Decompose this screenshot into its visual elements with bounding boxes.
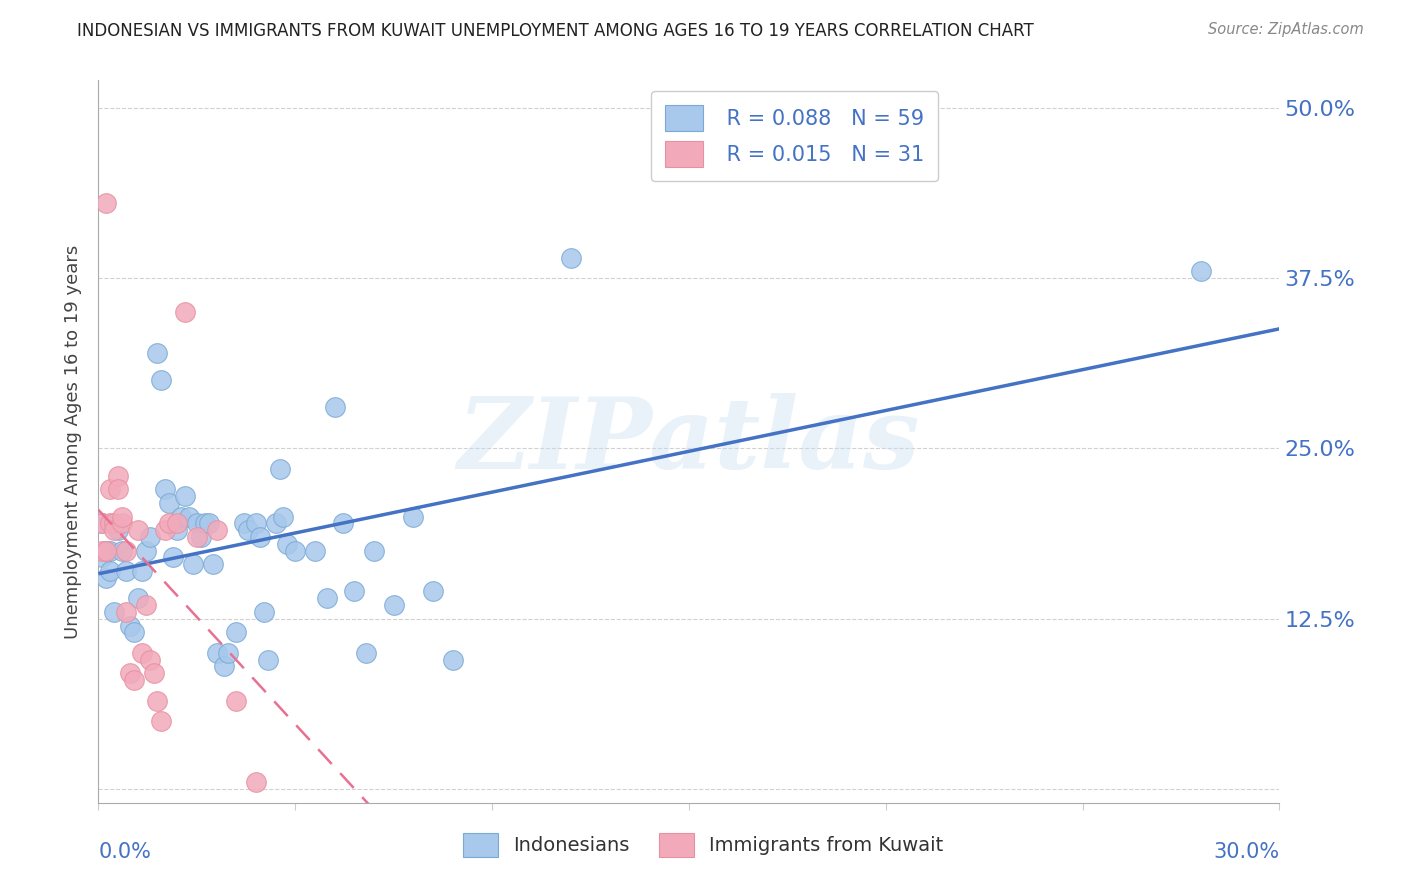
Point bbox=[402, 509, 425, 524]
Point bbox=[166, 523, 188, 537]
Point bbox=[273, 509, 295, 524]
Point bbox=[103, 516, 125, 531]
Point bbox=[245, 775, 267, 789]
Point bbox=[304, 543, 326, 558]
Point bbox=[111, 509, 134, 524]
Point bbox=[256, 653, 278, 667]
Point bbox=[197, 516, 219, 531]
Point bbox=[115, 605, 138, 619]
Text: 30.0%: 30.0% bbox=[1213, 842, 1279, 862]
Point bbox=[245, 516, 267, 531]
Point bbox=[186, 530, 208, 544]
Point bbox=[217, 646, 239, 660]
Point bbox=[98, 516, 121, 531]
Point bbox=[422, 584, 444, 599]
Point bbox=[150, 714, 173, 728]
Point bbox=[111, 543, 134, 558]
Point bbox=[135, 598, 157, 612]
Point bbox=[236, 523, 259, 537]
Point bbox=[107, 468, 129, 483]
Point bbox=[98, 543, 121, 558]
Point bbox=[181, 558, 204, 572]
Point bbox=[225, 693, 247, 707]
Point bbox=[98, 564, 121, 578]
Point bbox=[363, 543, 385, 558]
Point bbox=[146, 693, 169, 707]
Point bbox=[122, 673, 145, 687]
Point bbox=[166, 516, 188, 531]
Point bbox=[138, 530, 160, 544]
Point bbox=[107, 482, 129, 496]
Point bbox=[146, 346, 169, 360]
Point bbox=[131, 646, 153, 660]
Point bbox=[269, 462, 291, 476]
Point bbox=[162, 550, 184, 565]
Point bbox=[186, 516, 208, 531]
Point bbox=[98, 482, 121, 496]
Legend:  R = 0.088   N = 59,  R = 0.015   N = 31: R = 0.088 N = 59, R = 0.015 N = 31 bbox=[651, 91, 938, 181]
Point bbox=[115, 543, 138, 558]
Point bbox=[315, 591, 337, 606]
Y-axis label: Unemployment Among Ages 16 to 19 years: Unemployment Among Ages 16 to 19 years bbox=[63, 244, 82, 639]
Point bbox=[249, 530, 271, 544]
Point bbox=[332, 516, 354, 531]
Point bbox=[1189, 264, 1212, 278]
Point bbox=[96, 543, 118, 558]
Point bbox=[138, 653, 160, 667]
Point bbox=[177, 509, 200, 524]
Point bbox=[225, 625, 247, 640]
Point bbox=[205, 646, 228, 660]
Point bbox=[157, 516, 180, 531]
Point bbox=[276, 537, 298, 551]
Point bbox=[194, 516, 217, 531]
Point bbox=[127, 591, 149, 606]
Point bbox=[91, 516, 114, 531]
Point bbox=[91, 543, 114, 558]
Point bbox=[174, 305, 197, 319]
Point bbox=[157, 496, 180, 510]
Point bbox=[135, 543, 157, 558]
Point bbox=[111, 516, 134, 531]
Point bbox=[115, 564, 138, 578]
Point bbox=[150, 373, 173, 387]
Text: INDONESIAN VS IMMIGRANTS FROM KUWAIT UNEMPLOYMENT AMONG AGES 16 TO 19 YEARS CORR: INDONESIAN VS IMMIGRANTS FROM KUWAIT UNE… bbox=[77, 22, 1033, 40]
Point bbox=[354, 646, 377, 660]
Point bbox=[170, 509, 193, 524]
Text: 0.0%: 0.0% bbox=[98, 842, 152, 862]
Point bbox=[343, 584, 366, 599]
Point bbox=[103, 605, 125, 619]
Point bbox=[91, 550, 114, 565]
Point bbox=[91, 516, 114, 531]
Point bbox=[96, 543, 118, 558]
Point bbox=[96, 196, 118, 211]
Point bbox=[323, 401, 346, 415]
Point bbox=[284, 543, 307, 558]
Point bbox=[131, 564, 153, 578]
Legend: Indonesians, Immigrants from Kuwait: Indonesians, Immigrants from Kuwait bbox=[454, 825, 952, 864]
Point bbox=[174, 489, 197, 503]
Point bbox=[441, 653, 464, 667]
Text: ZIPatlas: ZIPatlas bbox=[458, 393, 920, 490]
Point bbox=[127, 523, 149, 537]
Point bbox=[155, 523, 177, 537]
Point bbox=[205, 523, 228, 537]
Point bbox=[155, 482, 177, 496]
Point bbox=[103, 523, 125, 537]
Point bbox=[107, 523, 129, 537]
Point bbox=[118, 618, 141, 632]
Point bbox=[96, 571, 118, 585]
Text: Source: ZipAtlas.com: Source: ZipAtlas.com bbox=[1208, 22, 1364, 37]
Point bbox=[233, 516, 256, 531]
Point bbox=[264, 516, 287, 531]
Point bbox=[142, 666, 165, 681]
Point bbox=[118, 666, 141, 681]
Point bbox=[201, 558, 224, 572]
Point bbox=[214, 659, 236, 673]
Point bbox=[190, 530, 212, 544]
Point bbox=[382, 598, 405, 612]
Point bbox=[560, 251, 582, 265]
Point bbox=[122, 625, 145, 640]
Point bbox=[253, 605, 276, 619]
